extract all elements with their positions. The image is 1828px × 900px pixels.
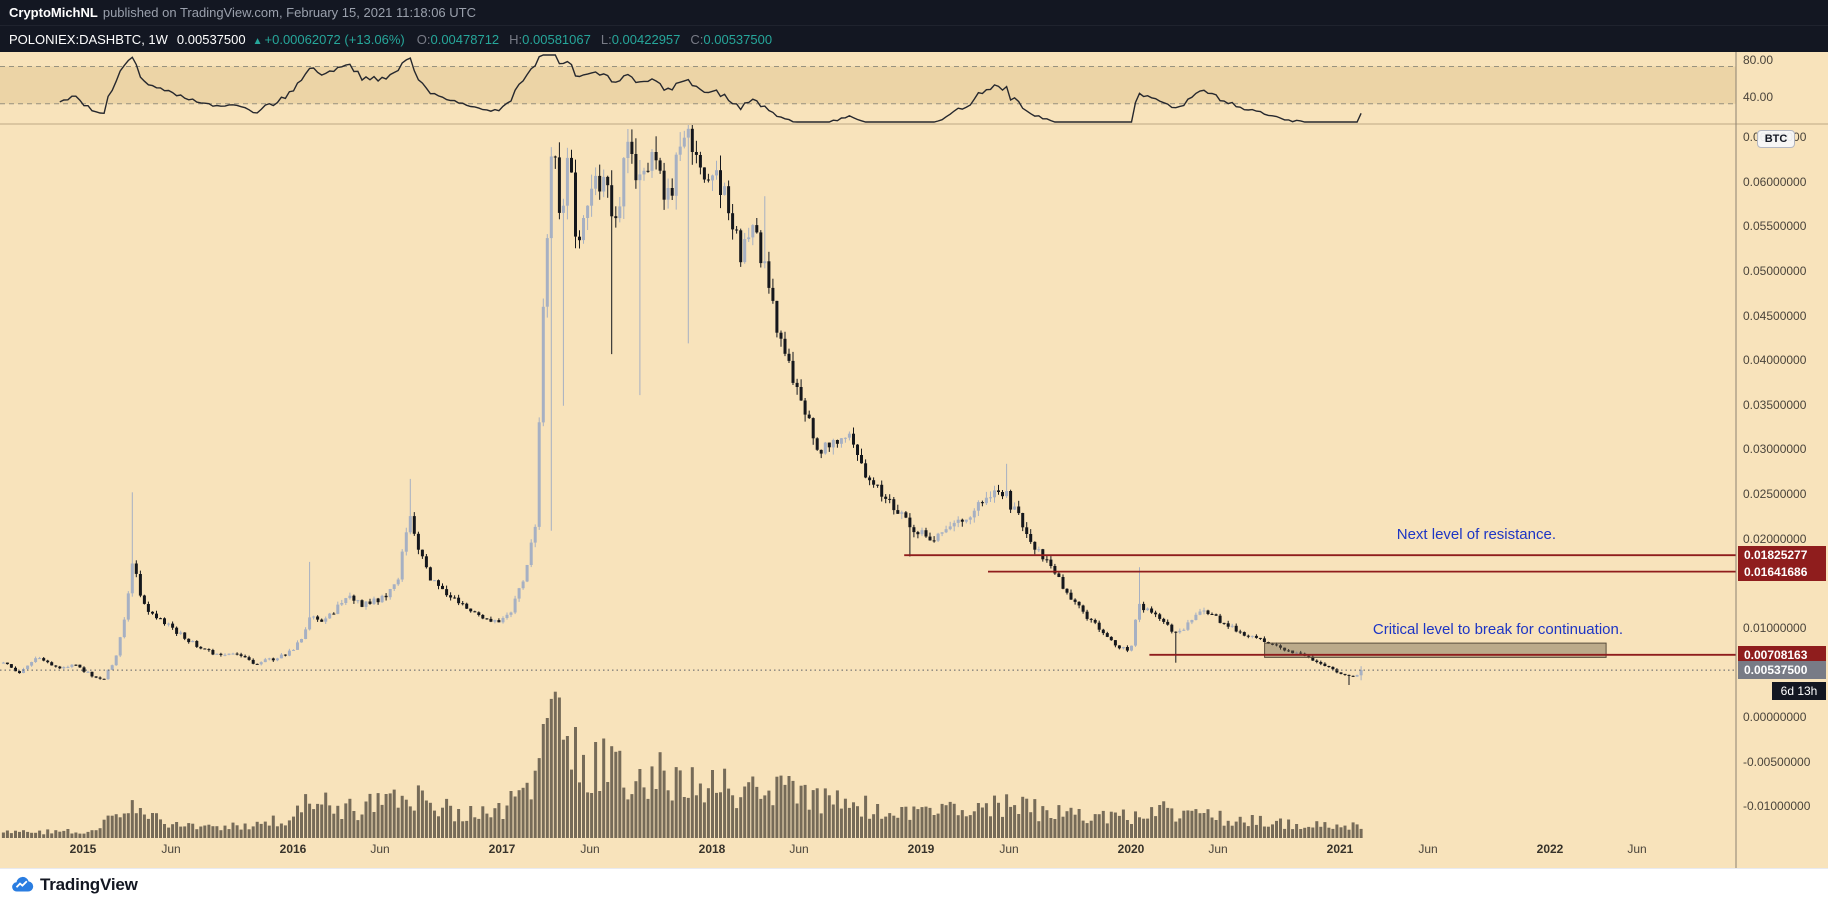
highlight-box [1264,642,1607,658]
resistance-price-label-2: 0.01641686 [1738,563,1826,581]
up-arrow-icon: ▲ [252,35,263,47]
close-value: C:0.00537500 [690,31,773,47]
candlestick-series [1,125,1363,685]
symbol-title: POLONIEX:DASHBTC, 1W [9,31,168,47]
annotation-next-resistance: Next level of resistance. [1396,526,1556,543]
currency-toggle-btc[interactable]: BTC [1757,130,1795,148]
chart-region: 0.065000000.060000000.055000000.05000000… [0,52,1828,868]
open-value: O:0.00478712 [416,31,500,47]
countdown-label: 6d 13h [1772,682,1826,700]
indicator-band [0,66,1736,105]
high-value: H:0.00581067 [509,31,591,47]
change-text: +0.00062072 (+13.06%) [264,31,405,47]
resistance-price-label-1: 0.01825277 [1738,546,1826,564]
tradingview-link[interactable]: TradingView [10,873,138,897]
current-price-label: 0.00537500 [1738,661,1826,679]
last-price: 0.00537500 [176,31,246,47]
publish-info: published on TradingView.com, February 1… [102,5,476,20]
volume-series [1,691,1363,838]
symbol-bar: POLONIEX:DASHBTC, 1W 0.00537500 ▲ +0.0006… [0,26,1828,52]
ohlc-values: O:0.00478712 H:0.00581067 L:0.00422957 C… [417,32,772,47]
indicator-tick-80: 80.00 [1743,53,1774,67]
tradingview-logo-icon [12,876,34,892]
indicator-line [59,54,1362,123]
annotation-critical-level: Critical level to break for continuation… [1372,621,1623,638]
tradingview-wordmark: TradingView [40,874,138,894]
author-name: CryptoMichNL [9,5,98,20]
indicator-tick-40: 40.00 [1743,90,1774,104]
price-change: ▲ +0.00062072 (+13.06%) [253,32,405,47]
publish-bar: CryptoMichNL published on TradingView.co… [0,0,1828,26]
footer: TradingView [0,868,1828,900]
low-value: L:0.00422957 [600,31,681,47]
chart-canvas [0,52,1828,868]
critical-price-label: 0.00708163 [1738,646,1826,664]
